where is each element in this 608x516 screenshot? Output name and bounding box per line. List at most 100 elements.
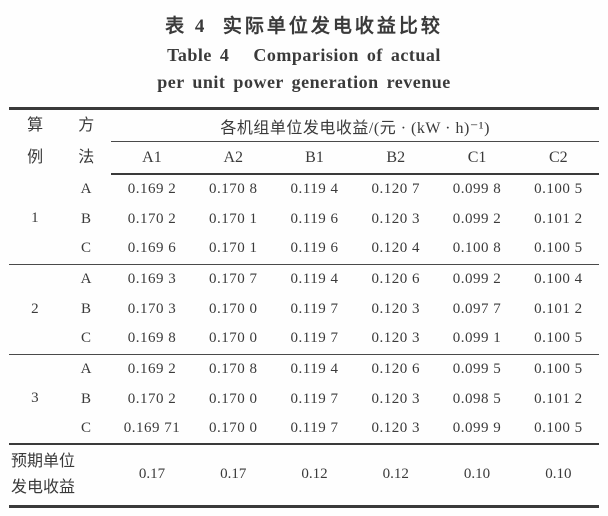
unit-revenue-header: 各机组单位发电收益/(元 · (kW · h)⁻¹) xyxy=(111,108,599,143)
value-cell: 0.169 8 xyxy=(127,330,177,347)
expected-value-cell: 0.17 xyxy=(138,466,166,483)
value-cell: 0.120 3 xyxy=(371,390,420,407)
column-header-case: 算例 xyxy=(9,109,61,175)
value-cell: 0.119 7 xyxy=(290,330,339,347)
value-cell: 0.119 4 xyxy=(290,181,339,197)
table-row: 3 A 0.169 2 0.170 8 0.119 4 0.120 6 0.09… xyxy=(9,354,599,407)
table-title-en-line1: Table 4 Comparision of actual xyxy=(167,45,441,65)
value-cell: 0.170 0 xyxy=(208,390,258,407)
value-cell: 0.098 5 xyxy=(452,390,502,407)
value-cell: 0.169 2 xyxy=(127,181,177,197)
value-cell: 0.119 4 xyxy=(290,360,339,377)
method-label: A xyxy=(80,180,92,197)
value-cell: 0.170 8 xyxy=(208,181,258,197)
value-cell: 0.097 7 xyxy=(452,300,502,317)
value-cell: 0.100 5 xyxy=(534,420,583,436)
value-cell: 0.120 7 xyxy=(371,181,420,197)
table-title-zh: 表 4 实际单位发电收益比较 xyxy=(165,16,443,37)
value-cell: 0.170 0 xyxy=(208,330,258,347)
column-header-c1: C1 xyxy=(436,141,518,176)
table-row: 1 A 0.169 2 0.170 8 0.119 4 0.120 7 0.09… xyxy=(9,174,599,227)
case-number: 2 xyxy=(31,300,40,317)
value-cell: 0.100 5 xyxy=(534,330,583,347)
expected-revenue-label: 预期单位发电收益 xyxy=(11,452,76,496)
revenue-comparison-table: 算例 方法 各机组单位发电收益/(元 · (kW · h)⁻¹) A1 A2 B… xyxy=(9,107,599,508)
method-label: C xyxy=(80,420,92,436)
table-caption: 表 4 实际单位发电收益比较 Table 4 Comparision of ac… xyxy=(9,8,599,107)
expected-value-cell: 0.12 xyxy=(301,466,328,483)
value-cell: 0.169 71 xyxy=(123,420,181,436)
value-cell: 0.119 6 xyxy=(290,240,339,257)
value-cell: 0.169 2 xyxy=(127,360,177,377)
column-header-c2: C2 xyxy=(517,141,599,176)
value-cell: 0.100 5 xyxy=(534,240,583,257)
expected-value-cell: 0.17 xyxy=(220,466,247,483)
value-cell: 0.120 3 xyxy=(371,420,420,436)
value-cell: 0.100 5 xyxy=(534,181,583,197)
value-cell: 0.120 4 xyxy=(371,240,420,257)
value-cell: 0.099 2 xyxy=(452,270,502,287)
value-cell: 0.120 3 xyxy=(371,300,420,317)
case-2-group: 2 A 0.169 3 0.170 7 0.119 4 0.120 6 0.09… xyxy=(9,264,599,354)
method-header-label: 方法 xyxy=(78,117,95,166)
method-label: B xyxy=(80,210,92,227)
value-cell: 0.099 2 xyxy=(452,210,502,227)
header-row-2: A1 A2 B1 B2 C1 C2 xyxy=(9,141,599,176)
expected-value-cell: 0.10 xyxy=(463,466,491,483)
value-cell: 0.120 3 xyxy=(371,210,420,227)
value-cell: 0.100 5 xyxy=(534,360,583,377)
column-header-a2: A2 xyxy=(192,141,274,176)
table-row: 2 A 0.169 3 0.170 7 0.119 4 0.120 6 0.09… xyxy=(9,264,599,317)
value-cell: 0.170 1 xyxy=(208,210,258,227)
value-cell: 0.100 8 xyxy=(452,240,502,257)
value-cell: 0.099 9 xyxy=(452,420,502,436)
value-cell: 0.170 0 xyxy=(208,420,258,436)
value-cell: 0.120 6 xyxy=(371,270,420,287)
case-number: 1 xyxy=(31,210,40,227)
method-label: C xyxy=(80,330,92,347)
table-title-en-line2: per unit power generation revenue xyxy=(157,72,451,92)
value-cell: 0.170 0 xyxy=(208,300,258,317)
value-cell: 0.099 1 xyxy=(452,330,502,347)
value-cell: 0.099 8 xyxy=(452,181,502,197)
value-cell: 0.119 6 xyxy=(290,210,339,227)
value-cell: 0.169 3 xyxy=(127,270,177,287)
value-cell: 0.170 2 xyxy=(127,390,177,407)
expected-revenue-label-cell: 预期单位发电收益 xyxy=(9,444,111,506)
value-cell: 0.101 2 xyxy=(534,300,583,317)
table-row: C 0.169 71 0.170 0 0.119 7 0.120 3 0.099… xyxy=(9,414,599,444)
table-row: B 0.170 3 0.170 0 0.119 7 0.120 3 0.097 … xyxy=(9,294,599,324)
column-header-method: 方法 xyxy=(61,109,111,175)
method-label: B xyxy=(80,300,92,317)
value-cell: 0.100 4 xyxy=(534,270,583,287)
method-label: A xyxy=(80,270,92,287)
value-cell: 0.120 3 xyxy=(371,330,420,347)
case-1-group: 1 A 0.169 2 0.170 8 0.119 4 0.120 7 0.09… xyxy=(9,174,599,264)
case-header-label: 算例 xyxy=(27,117,44,166)
method-label: A xyxy=(80,360,92,377)
value-cell: 0.119 7 xyxy=(290,300,339,317)
case-3-group: 3 A 0.169 2 0.170 8 0.119 4 0.120 6 0.09… xyxy=(9,354,599,444)
method-label: C xyxy=(80,240,92,257)
expected-value-cell: 0.10 xyxy=(545,466,572,483)
value-cell: 0.099 5 xyxy=(452,360,502,377)
expected-value-cell: 0.12 xyxy=(382,466,409,483)
value-cell: 0.170 3 xyxy=(127,300,177,317)
table-row: B 0.170 2 0.170 0 0.119 7 0.120 3 0.098 … xyxy=(9,384,599,414)
column-header-b1: B1 xyxy=(273,141,356,176)
expected-revenue-row: 预期单位发电收益 0.17 0.17 0.12 0.12 0.10 0.10 xyxy=(9,444,599,506)
value-cell: 0.119 7 xyxy=(290,390,339,407)
table-row: C 0.169 8 0.170 0 0.119 7 0.120 3 0.099 … xyxy=(9,324,599,354)
case-number: 3 xyxy=(31,390,40,407)
value-cell: 0.101 2 xyxy=(534,390,583,407)
column-header-b2: B2 xyxy=(355,141,437,176)
value-cell: 0.120 6 xyxy=(371,360,420,377)
value-cell: 0.119 7 xyxy=(290,420,339,436)
column-header-a1: A1 xyxy=(111,141,193,176)
table-row: B 0.170 2 0.170 1 0.119 6 0.120 3 0.099 … xyxy=(9,204,599,234)
header-row-1: 算例 方法 各机组单位发电收益/(元 · (kW · h)⁻¹) xyxy=(9,108,599,166)
table-row: C 0.169 6 0.170 1 0.119 6 0.120 4 0.100 … xyxy=(9,234,599,264)
value-cell: 0.170 2 xyxy=(127,210,177,227)
value-cell: 0.169 6 xyxy=(127,240,177,257)
